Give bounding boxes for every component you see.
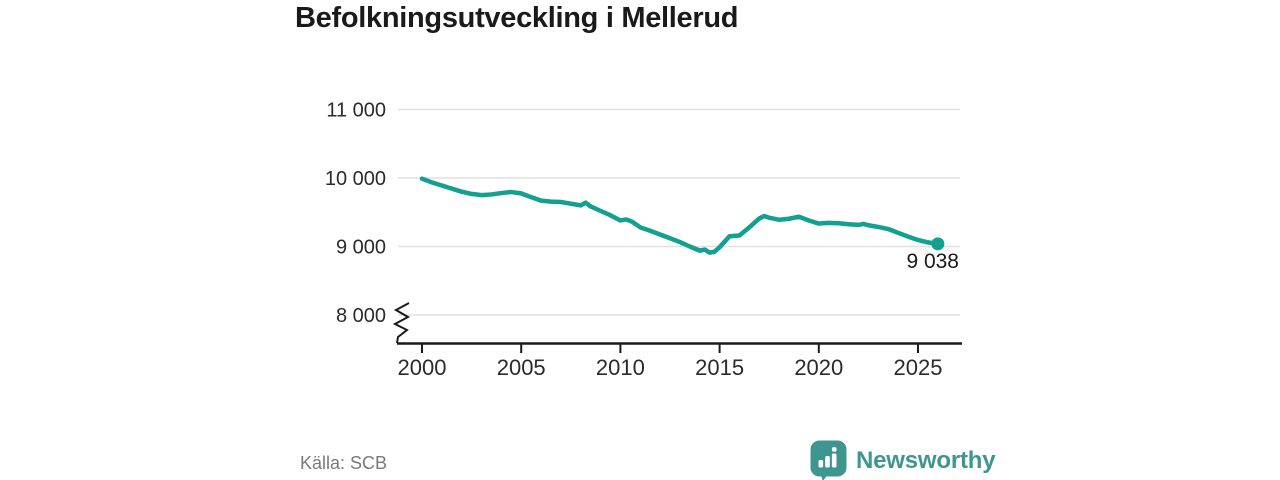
chart-title: Befolkningsutveckling i Mellerud — [295, 2, 739, 34]
newsworthy-chart-bubble-icon — [810, 440, 847, 480]
last-value-label: 9 038 — [906, 250, 959, 273]
x-tick-label: 2010 — [596, 355, 645, 380]
newsworthy-logo-text: Newsworthy — [856, 447, 996, 474]
y-axis-labels-group: 8 000 9 000 10 000 11 000 — [325, 100, 386, 328]
source-label: Källa: SCB — [300, 453, 388, 473]
y-tick-label: 8 000 — [336, 305, 386, 327]
x-tick-label: 2015 — [695, 355, 744, 380]
axis-break-zigzag-icon — [392, 302, 411, 344]
x-axis-labels-group: 2000 2005 2010 2015 2020 2025 — [398, 355, 943, 380]
x-tick-label: 2020 — [794, 355, 843, 380]
population-series-line — [419, 176, 941, 255]
x-tick-label: 2005 — [497, 355, 546, 380]
y-tick-label: 11 000 — [326, 100, 386, 122]
x-tick-label: 2000 — [398, 355, 447, 380]
y-tick-label: 9 000 — [336, 237, 386, 259]
x-axis-ticks-group — [421, 344, 919, 353]
newsworthy-logo: Newsworthy — [810, 440, 996, 480]
x-tick-label: 2025 — [894, 355, 943, 380]
gridlines-group — [398, 108, 960, 316]
y-tick-label: 10 000 — [325, 168, 386, 190]
last-value-dot — [931, 237, 945, 251]
